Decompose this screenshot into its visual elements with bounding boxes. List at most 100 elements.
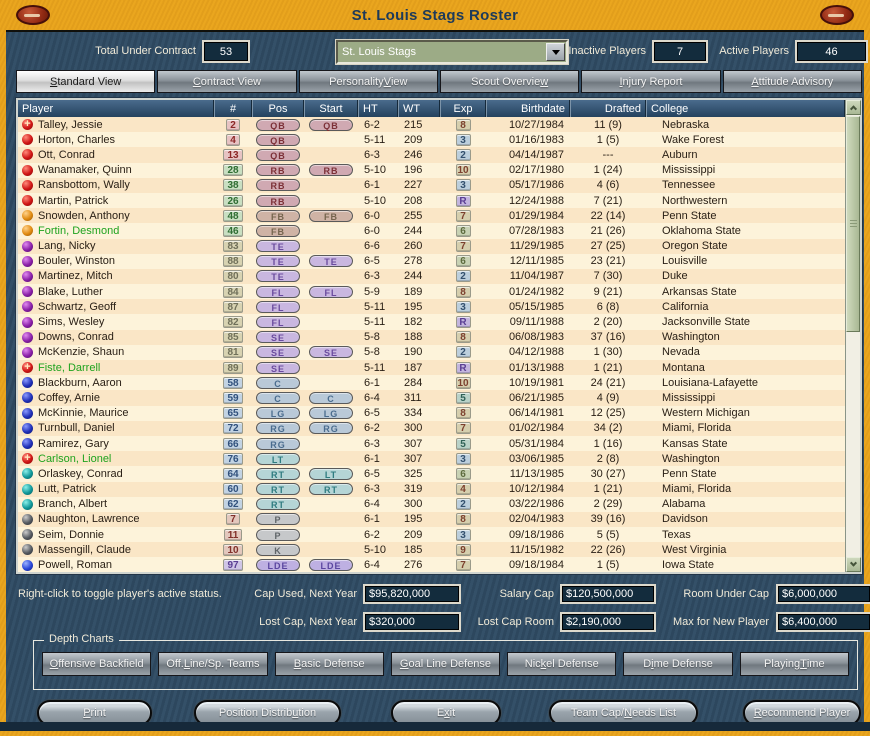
starter-position-pill: RG xyxy=(309,422,353,435)
experience-cell: 10 xyxy=(440,163,486,178)
player-row[interactable]: Massengill, Claude 10 K 5-10 185 9 11/15/1982 2… xyxy=(18,542,845,558)
scroll-up-button[interactable] xyxy=(846,100,861,115)
position-cell: SE xyxy=(252,330,304,345)
jersey-number-cell: 85 xyxy=(214,330,252,345)
drafted-cell: 2 (8) xyxy=(596,452,620,465)
player-row[interactable]: Blackburn, Aaron 58 C 6-1 284 10 10/19/1981 24 … xyxy=(18,375,845,391)
player-row[interactable]: Schwartz, Geoff 87 FL 5-11 195 3 05/15/1985 6 (… xyxy=(18,299,845,315)
depth-chart-button-nickel-defense[interactable]: Nic k el Defense xyxy=(507,652,617,676)
dropdown-arrow-icon[interactable] xyxy=(546,43,565,61)
birthdate-cell: 01/02/1984 xyxy=(508,422,564,435)
experience-badge: 7 xyxy=(455,209,471,222)
jersey-number-badge: 82 xyxy=(223,316,243,329)
player-row[interactable]: Carlson, Lionel 76 LT 6-1 307 3 03/06/1985 2 (8… xyxy=(18,451,845,467)
height-cell: 6-3 xyxy=(364,437,380,450)
starter-position-pill: RB xyxy=(309,164,353,177)
player-name: Schwartz, Geoff xyxy=(38,300,117,313)
player-cell: Downs, Conrad xyxy=(18,330,214,345)
player-row[interactable]: Powell, Roman 97 LDE LDE 6-4 276 7 09/18/1984 1 … xyxy=(18,557,845,572)
scrollbar-thumb[interactable] xyxy=(846,116,860,332)
college-cell: Miami, Florida xyxy=(662,483,732,496)
player-row[interactable]: McKenzie, Shaun 81 SE SE 5-8 190 2 04/12/1988 1 … xyxy=(18,344,845,360)
drafted-cell: 1 (21) xyxy=(593,483,623,496)
player-row[interactable]: Snowden, Anthony 48 FB FB 6-0 255 7 01/29/1984 2… xyxy=(18,208,845,224)
player-row[interactable]: Lutt, Patrick 60 RT RT 6-3 319 4 10/12/1984 1 (2… xyxy=(18,481,845,497)
player-row[interactable]: Martinez, Mitch 80 TE 6-3 244 2 11/04/1987 7 (3… xyxy=(18,268,845,285)
player-row[interactable]: Seim, Donnie 11 P 6-2 209 3 09/18/1986 5 (5) Tex… xyxy=(18,527,845,543)
jersey-number-cell: 89 xyxy=(214,360,252,375)
player-row[interactable]: Talley, Jessie 2 QB QB 6-2 215 8 10/27/1984 11 (… xyxy=(18,117,845,133)
height-cell: 6-1 xyxy=(364,452,380,465)
position-pill: FL xyxy=(256,300,300,313)
player-row[interactable]: Sims, Wesley 82 FL 5-11 182 R 09/11/1988 2 (20)… xyxy=(18,314,845,330)
player-row[interactable]: Fortin, Desmond 46 FB 6-0 244 6 07/28/1983 21 (… xyxy=(18,223,845,239)
jersey-number-cell: 64 xyxy=(214,466,252,481)
player-cell: Ramirez, Gary xyxy=(18,436,214,451)
college-cell: Northwestern xyxy=(662,194,728,207)
starter-cell: LG xyxy=(304,406,358,421)
experience-badge: 7 xyxy=(455,240,471,253)
jersey-number-badge: 38 xyxy=(223,179,243,192)
col-header-wt: WT xyxy=(398,100,440,117)
position-cell: SE xyxy=(252,360,304,375)
player-row[interactable]: Naughton, Lawrence 7 P 6-1 195 8 02/04/1983 39 … xyxy=(18,511,845,528)
drafted-cell: 7 (21) xyxy=(593,194,623,207)
player-row[interactable]: Orlaskey, Conrad 64 RT LT 6-5 325 6 11/13/1985 3… xyxy=(18,466,845,482)
team-select[interactable]: St. Louis Stags xyxy=(336,40,568,64)
college-cell: Penn State xyxy=(662,467,717,480)
player-row[interactable]: Turnbull, Daniel 72 RG RG 6-2 300 7 01/02/1984 3… xyxy=(18,420,845,436)
drafted-cell: 37 (16) xyxy=(590,331,626,344)
player-name: Martin, Patrick xyxy=(38,194,109,207)
player-row[interactable]: Martin, Patrick 26 RB 5-10 208 R 12/24/1988 7 (… xyxy=(18,192,845,209)
position-group-dot-icon xyxy=(22,179,33,191)
position-cell: C xyxy=(252,375,304,390)
jersey-number-badge: 10 xyxy=(223,543,243,556)
position-group-dot-icon xyxy=(22,316,33,328)
starter-cell xyxy=(304,497,358,512)
position-cell: RT xyxy=(252,482,304,497)
birthdate-cell: 10/19/1981 xyxy=(508,376,564,389)
scroll-down-button[interactable] xyxy=(846,557,861,572)
player-name: Fortin, Desmond xyxy=(38,224,120,237)
birthdate-cell: 01/16/1983 xyxy=(508,133,564,146)
drafted-cell: 1 (5) xyxy=(596,133,620,146)
player-row[interactable]: Bouler, Winston 88 TE TE 6-5 278 6 12/11/1985 23… xyxy=(18,253,845,269)
tab-scout-overview[interactable]: Scout Overvie w xyxy=(439,70,580,93)
scrollbar[interactable] xyxy=(845,100,861,572)
player-row[interactable]: Ransbottom, Wally 38 RB 6-1 227 3 05/17/1986 4 … xyxy=(18,177,845,193)
player-row[interactable]: Ott, Conrad 13 QB 6-3 246 2 04/14/1987 --- Aubur… xyxy=(18,147,845,163)
player-row[interactable]: Fiste, Darrell 89 SE 5-11 187 R 01/13/1988 1 (2… xyxy=(18,360,845,376)
player-row[interactable]: Branch, Albert 62 RT 6-4 300 2 03/22/1986 2 (29… xyxy=(18,496,845,512)
player-row[interactable]: Downs, Conrad 85 SE 5-8 188 8 06/08/1983 37 (16… xyxy=(18,329,845,345)
birthdate-cell: 10/27/1984 xyxy=(508,118,564,131)
weight-cell: 325 xyxy=(404,467,423,480)
player-row[interactable]: Horton, Charles 4 QB 5-11 209 3 01/16/1983 1 (5… xyxy=(18,132,845,148)
height-cell: 6-2 xyxy=(364,528,380,541)
player-row[interactable]: Ramirez, Gary 66 RG 6-3 307 5 05/31/1984 1 (16)… xyxy=(18,435,845,452)
position-group-dot-icon xyxy=(22,483,33,495)
player-row[interactable]: Coffey, Arnie 59 C C 6-4 311 5 06/21/1985 4 (9) M… xyxy=(18,390,845,406)
active-players-value: 46 xyxy=(795,40,868,63)
player-row[interactable]: Wanamaker, Quinn 28 RB RB 5-10 196 10 02/17/198… xyxy=(18,162,845,178)
drafted-cell: 22 (26) xyxy=(590,543,626,556)
player-row[interactable]: Blake, Luther 84 FL FL 5-9 189 8 01/24/1982 9 (2… xyxy=(18,284,845,300)
player-name: Powell, Roman xyxy=(38,559,112,572)
window-title: St. Louis Stags Roster xyxy=(351,6,519,24)
player-row[interactable]: Lang, Nicky 83 TE 6-6 260 7 11/29/1985 27 (25) O… xyxy=(18,238,845,254)
player-row[interactable]: McKinnie, Maurice 65 LG LG 6-5 334 8 06/14/1981… xyxy=(18,405,845,421)
